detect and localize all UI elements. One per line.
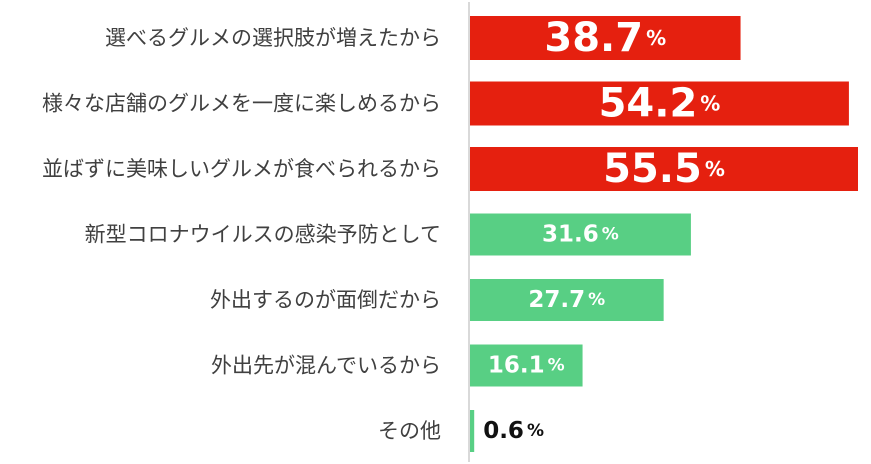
value-label: 27.7% xyxy=(528,287,605,313)
value-unit: % xyxy=(588,290,605,310)
category-label: その他 xyxy=(378,419,441,443)
category-label: 外出するのが面倒だから xyxy=(210,288,441,312)
category-label: 選べるグルメの選択肢が増えたから xyxy=(105,26,441,50)
value-number: 16.1 xyxy=(488,353,545,379)
value-label: 54.2% xyxy=(599,81,721,127)
category-label: 新型コロナウイルスの感染予防として xyxy=(85,223,441,247)
bars xyxy=(470,16,858,452)
value-label: 38.7% xyxy=(544,15,666,61)
value-number: 38.7 xyxy=(544,15,643,61)
category-label: 外出先が混んでいるから xyxy=(211,354,441,378)
value-unit: % xyxy=(527,421,544,441)
bar xyxy=(470,279,664,321)
value-unit: % xyxy=(700,92,720,116)
value-unit: % xyxy=(705,157,725,181)
bar xyxy=(470,213,691,256)
value-unit: % xyxy=(548,356,565,376)
category-label: 並ばずに美味しいグルメが食べられるから xyxy=(42,157,441,181)
bar xyxy=(470,147,858,191)
bar xyxy=(470,16,741,60)
value-label: 55.5% xyxy=(603,146,725,192)
value-label: 16.1% xyxy=(488,353,565,379)
category-label: 様々な店舗のグルメを一度に楽しめるから xyxy=(42,92,441,116)
bar xyxy=(470,344,583,387)
value-number: 27.7 xyxy=(528,287,585,313)
value-label: 31.6% xyxy=(542,222,619,248)
category-labels: 選べるグルメの選択肢が増えたから様々な店舗のグルメを一度に楽しめるから並ばずに美… xyxy=(42,26,441,443)
value-number: 31.6 xyxy=(542,222,599,248)
value-label: 0.6% xyxy=(483,418,544,444)
value-unit: % xyxy=(602,225,619,245)
bar xyxy=(470,81,849,126)
value-number: 54.2 xyxy=(599,81,698,127)
bar xyxy=(470,410,475,452)
value-unit: % xyxy=(646,26,666,50)
value-labels: 38.7 %54.2 %55.5 %31.6 %27.7 %16.1 %0.6% xyxy=(483,15,725,444)
value-number: 0.6 xyxy=(483,418,524,444)
value-number: 55.5 xyxy=(603,146,702,192)
